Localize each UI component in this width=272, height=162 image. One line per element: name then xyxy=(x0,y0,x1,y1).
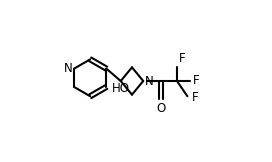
Text: F: F xyxy=(193,74,200,87)
Text: O: O xyxy=(156,102,166,115)
Text: F: F xyxy=(191,91,198,104)
Text: HO: HO xyxy=(112,82,130,95)
Text: N: N xyxy=(145,75,154,87)
Text: N: N xyxy=(64,62,72,75)
Text: F: F xyxy=(179,52,186,65)
